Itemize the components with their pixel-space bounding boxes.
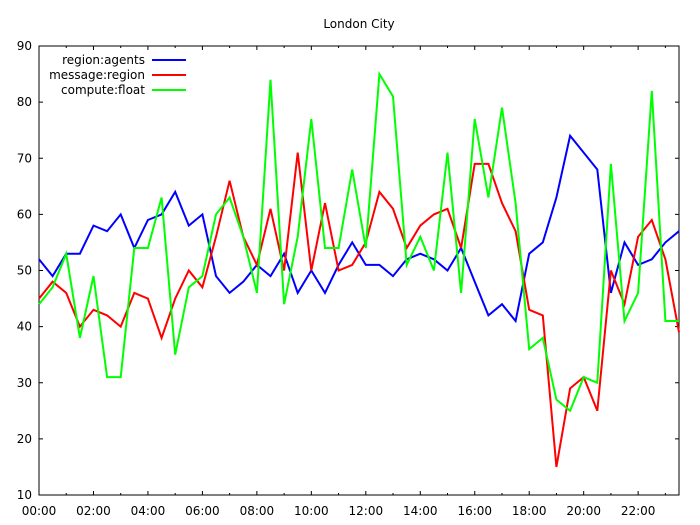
- series-layer: [38, 70, 680, 468]
- y-tick-label: 50: [17, 264, 32, 278]
- x-tick-label: 08:00: [240, 504, 275, 518]
- x-tick-label: 18:00: [512, 504, 547, 518]
- y-tick-label: 80: [17, 95, 32, 109]
- x-tick-label: 20:00: [566, 504, 601, 518]
- x-tick-label: 04:00: [131, 504, 166, 518]
- x-tick-label: 10:00: [294, 504, 329, 518]
- legend-label: region:agents: [62, 53, 145, 67]
- x-tick-label: 00:00: [22, 504, 57, 518]
- x-tick-label: 22:00: [621, 504, 656, 518]
- y-tick-label: 90: [17, 39, 32, 53]
- legend-label: compute:float: [61, 83, 145, 97]
- y-tick-label: 30: [17, 376, 32, 390]
- series-line-compute-float: [38, 70, 679, 413]
- y-tick-label: 10: [17, 488, 32, 502]
- x-tick-label: 02:00: [76, 504, 111, 518]
- x-tick-label: 16:00: [457, 504, 492, 518]
- x-tick-label: 06:00: [185, 504, 220, 518]
- y-tick-label: 20: [17, 432, 32, 446]
- series-line-message-region: [38, 152, 680, 468]
- axes: 10 20 30 40 50 60 70 80 90 00:00 02:00 04:00 06:00 08…: [17, 39, 680, 518]
- x-tick-label: 14:00: [403, 504, 438, 518]
- x-tick-label: 12:00: [349, 504, 384, 518]
- y-tick-label: 60: [17, 207, 32, 221]
- chart-title: London City: [323, 17, 394, 31]
- y-tick-label: 70: [17, 151, 32, 165]
- y-tick-label: 40: [17, 320, 32, 334]
- legend-label: message:region: [49, 68, 145, 82]
